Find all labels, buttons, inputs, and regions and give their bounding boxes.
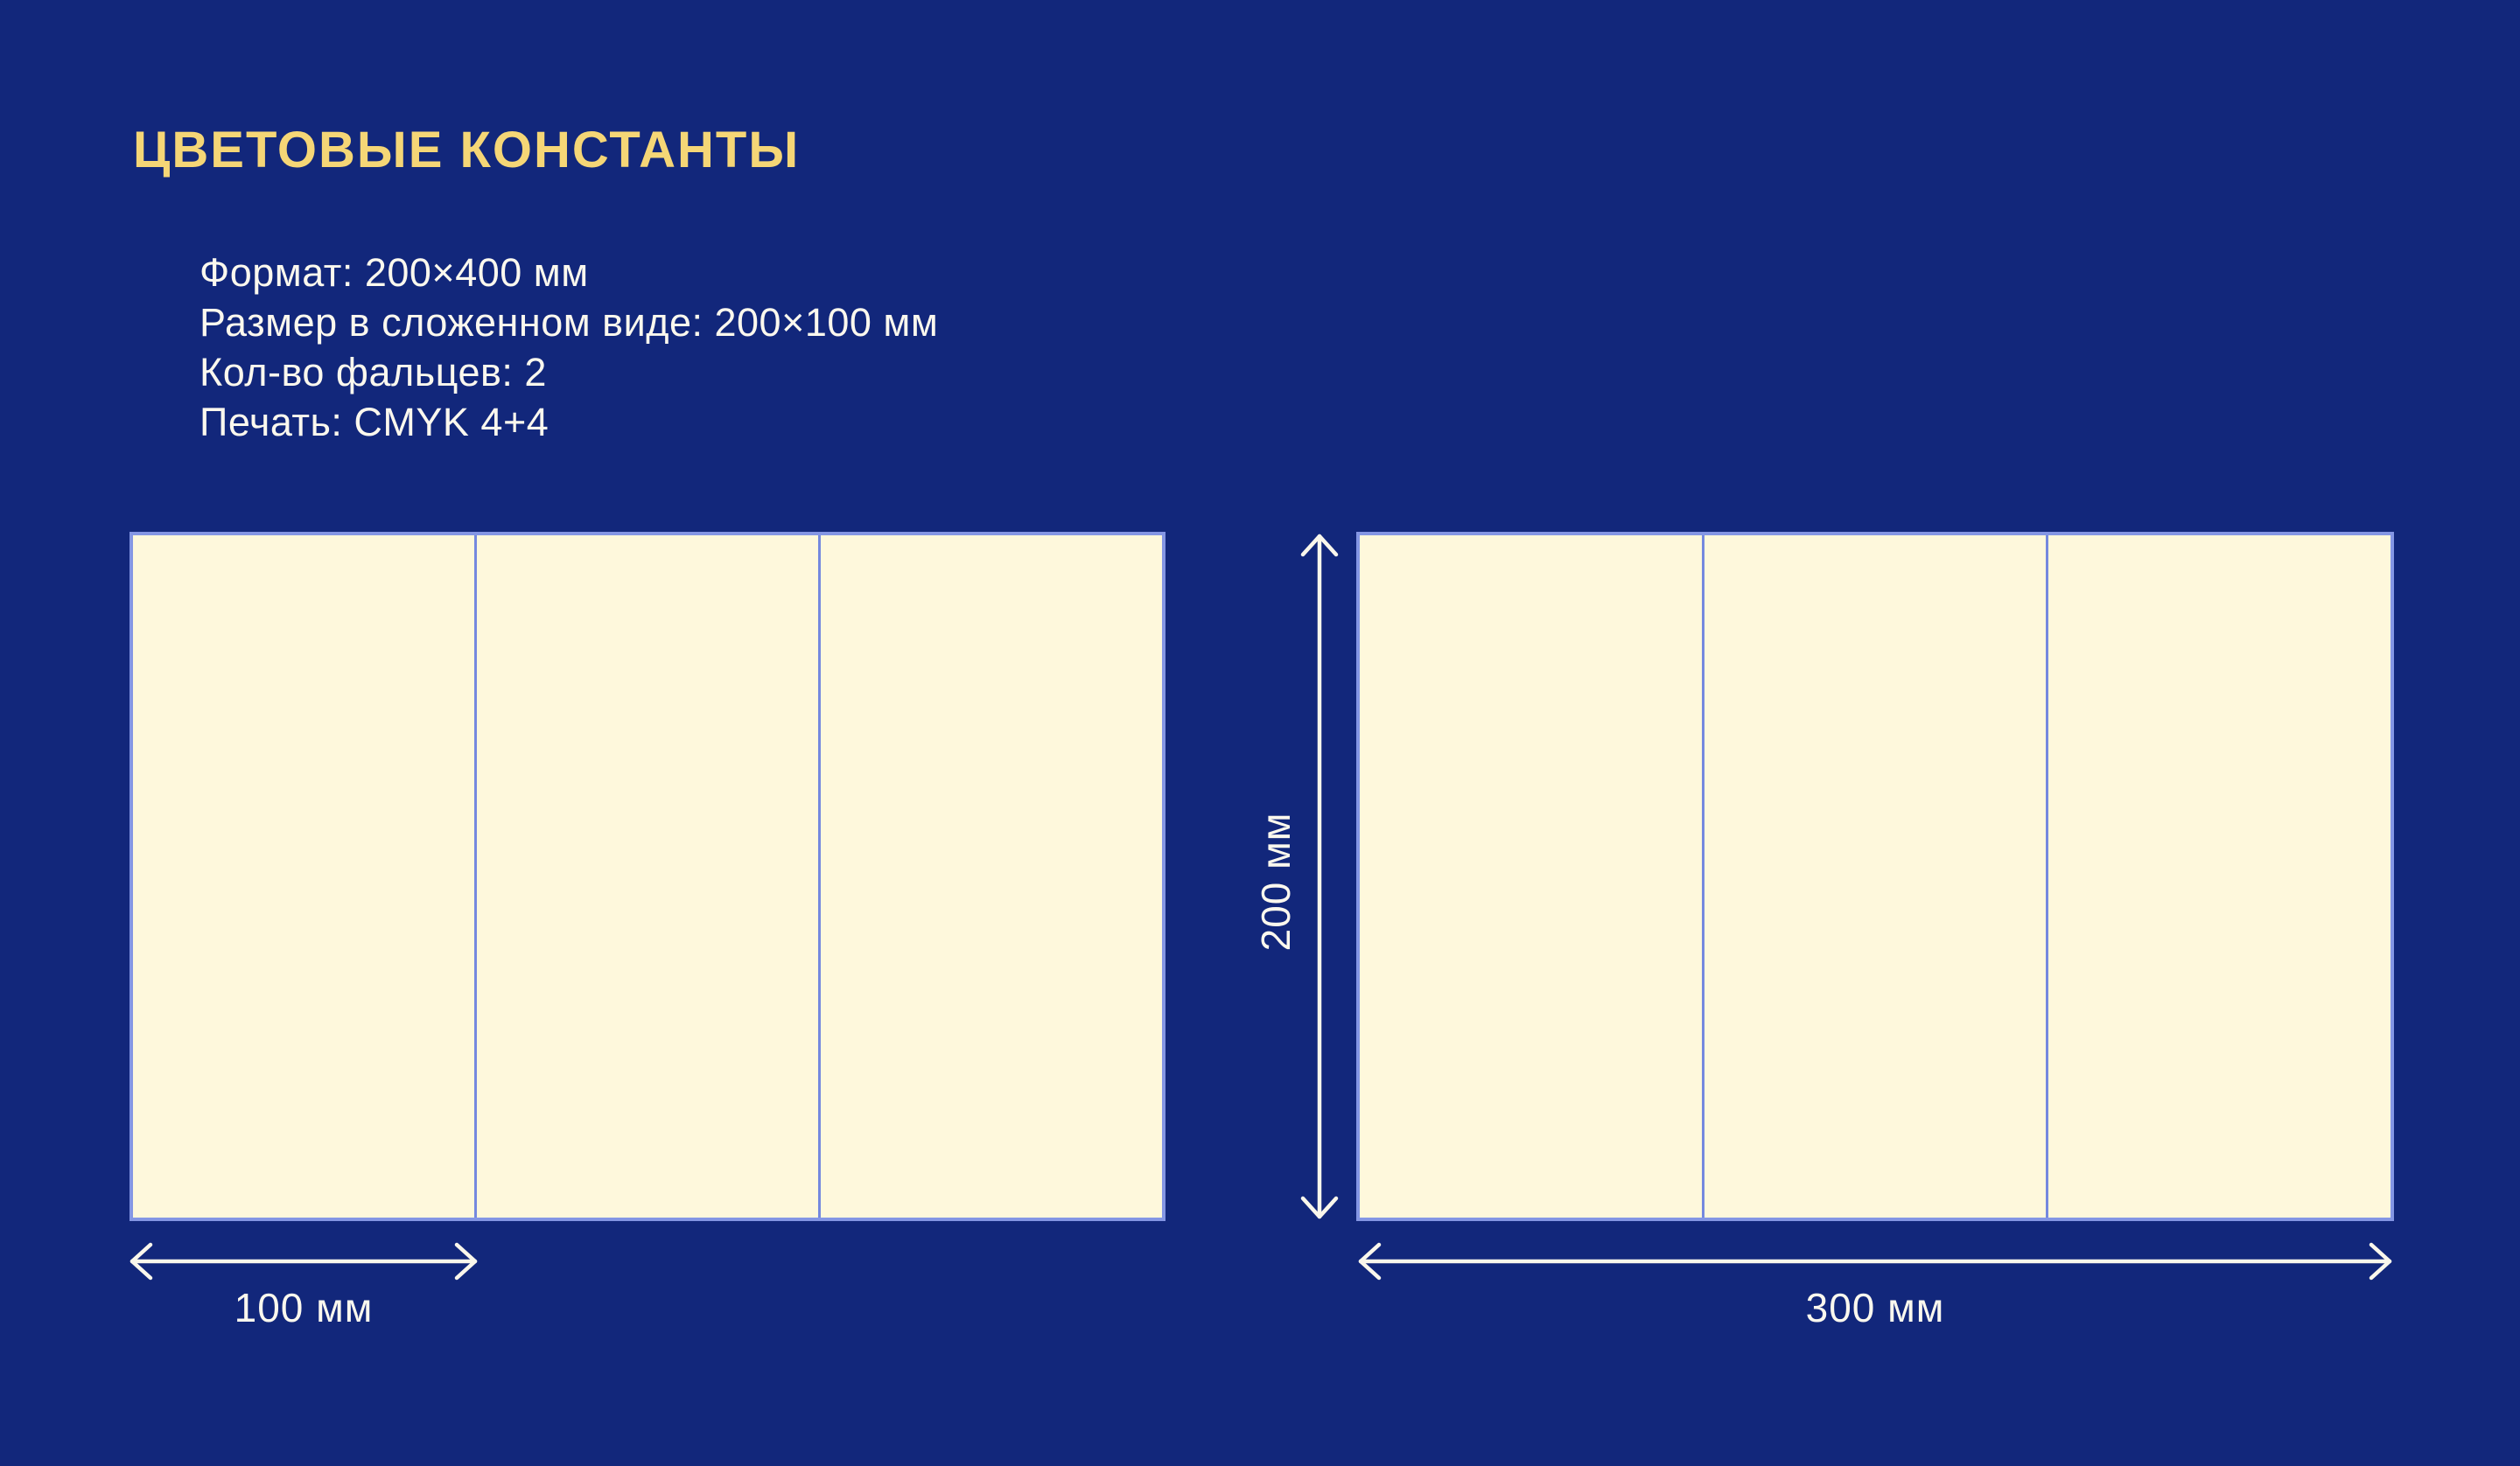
spec-list: Формат: 200×400 мм Размер в сложенном ви… — [200, 248, 938, 447]
unfolded-leaflet-diagram — [1356, 532, 2394, 1221]
left-right-arrow-icon — [128, 1237, 480, 1286]
spec-line-fold-count: Кол-во фальцев: 2 — [200, 350, 547, 394]
dimension-label-folded-width: 100 мм — [234, 1285, 374, 1330]
leaflet-panel — [1360, 535, 1702, 1218]
folded-leaflet-diagram — [130, 532, 1166, 1221]
spec-line-print: Печать: CMYK 4+4 — [200, 400, 550, 444]
dimension-label-unfolded-height: 200 мм — [1253, 812, 1298, 952]
dimension-label-unfolded-width: 300 мм — [1805, 1285, 1945, 1330]
leaflet-panel — [474, 535, 818, 1218]
left-right-arrow-icon — [1356, 1237, 2394, 1286]
leaflet-panel — [1701, 535, 2047, 1218]
leaflet-panel — [133, 535, 474, 1218]
spec-line-folded-size: Размер в сложенном виде: 200×100 мм — [200, 300, 939, 345]
up-down-arrow-icon — [1295, 532, 1344, 1221]
leaflet-panel — [818, 535, 1162, 1218]
spec-line-format: Формат: 200×400 мм — [200, 250, 589, 295]
leaflet-panel — [2046, 535, 2390, 1218]
page-title: ЦВЕТОВЫЕ КОНСТАНТЫ — [133, 122, 801, 178]
